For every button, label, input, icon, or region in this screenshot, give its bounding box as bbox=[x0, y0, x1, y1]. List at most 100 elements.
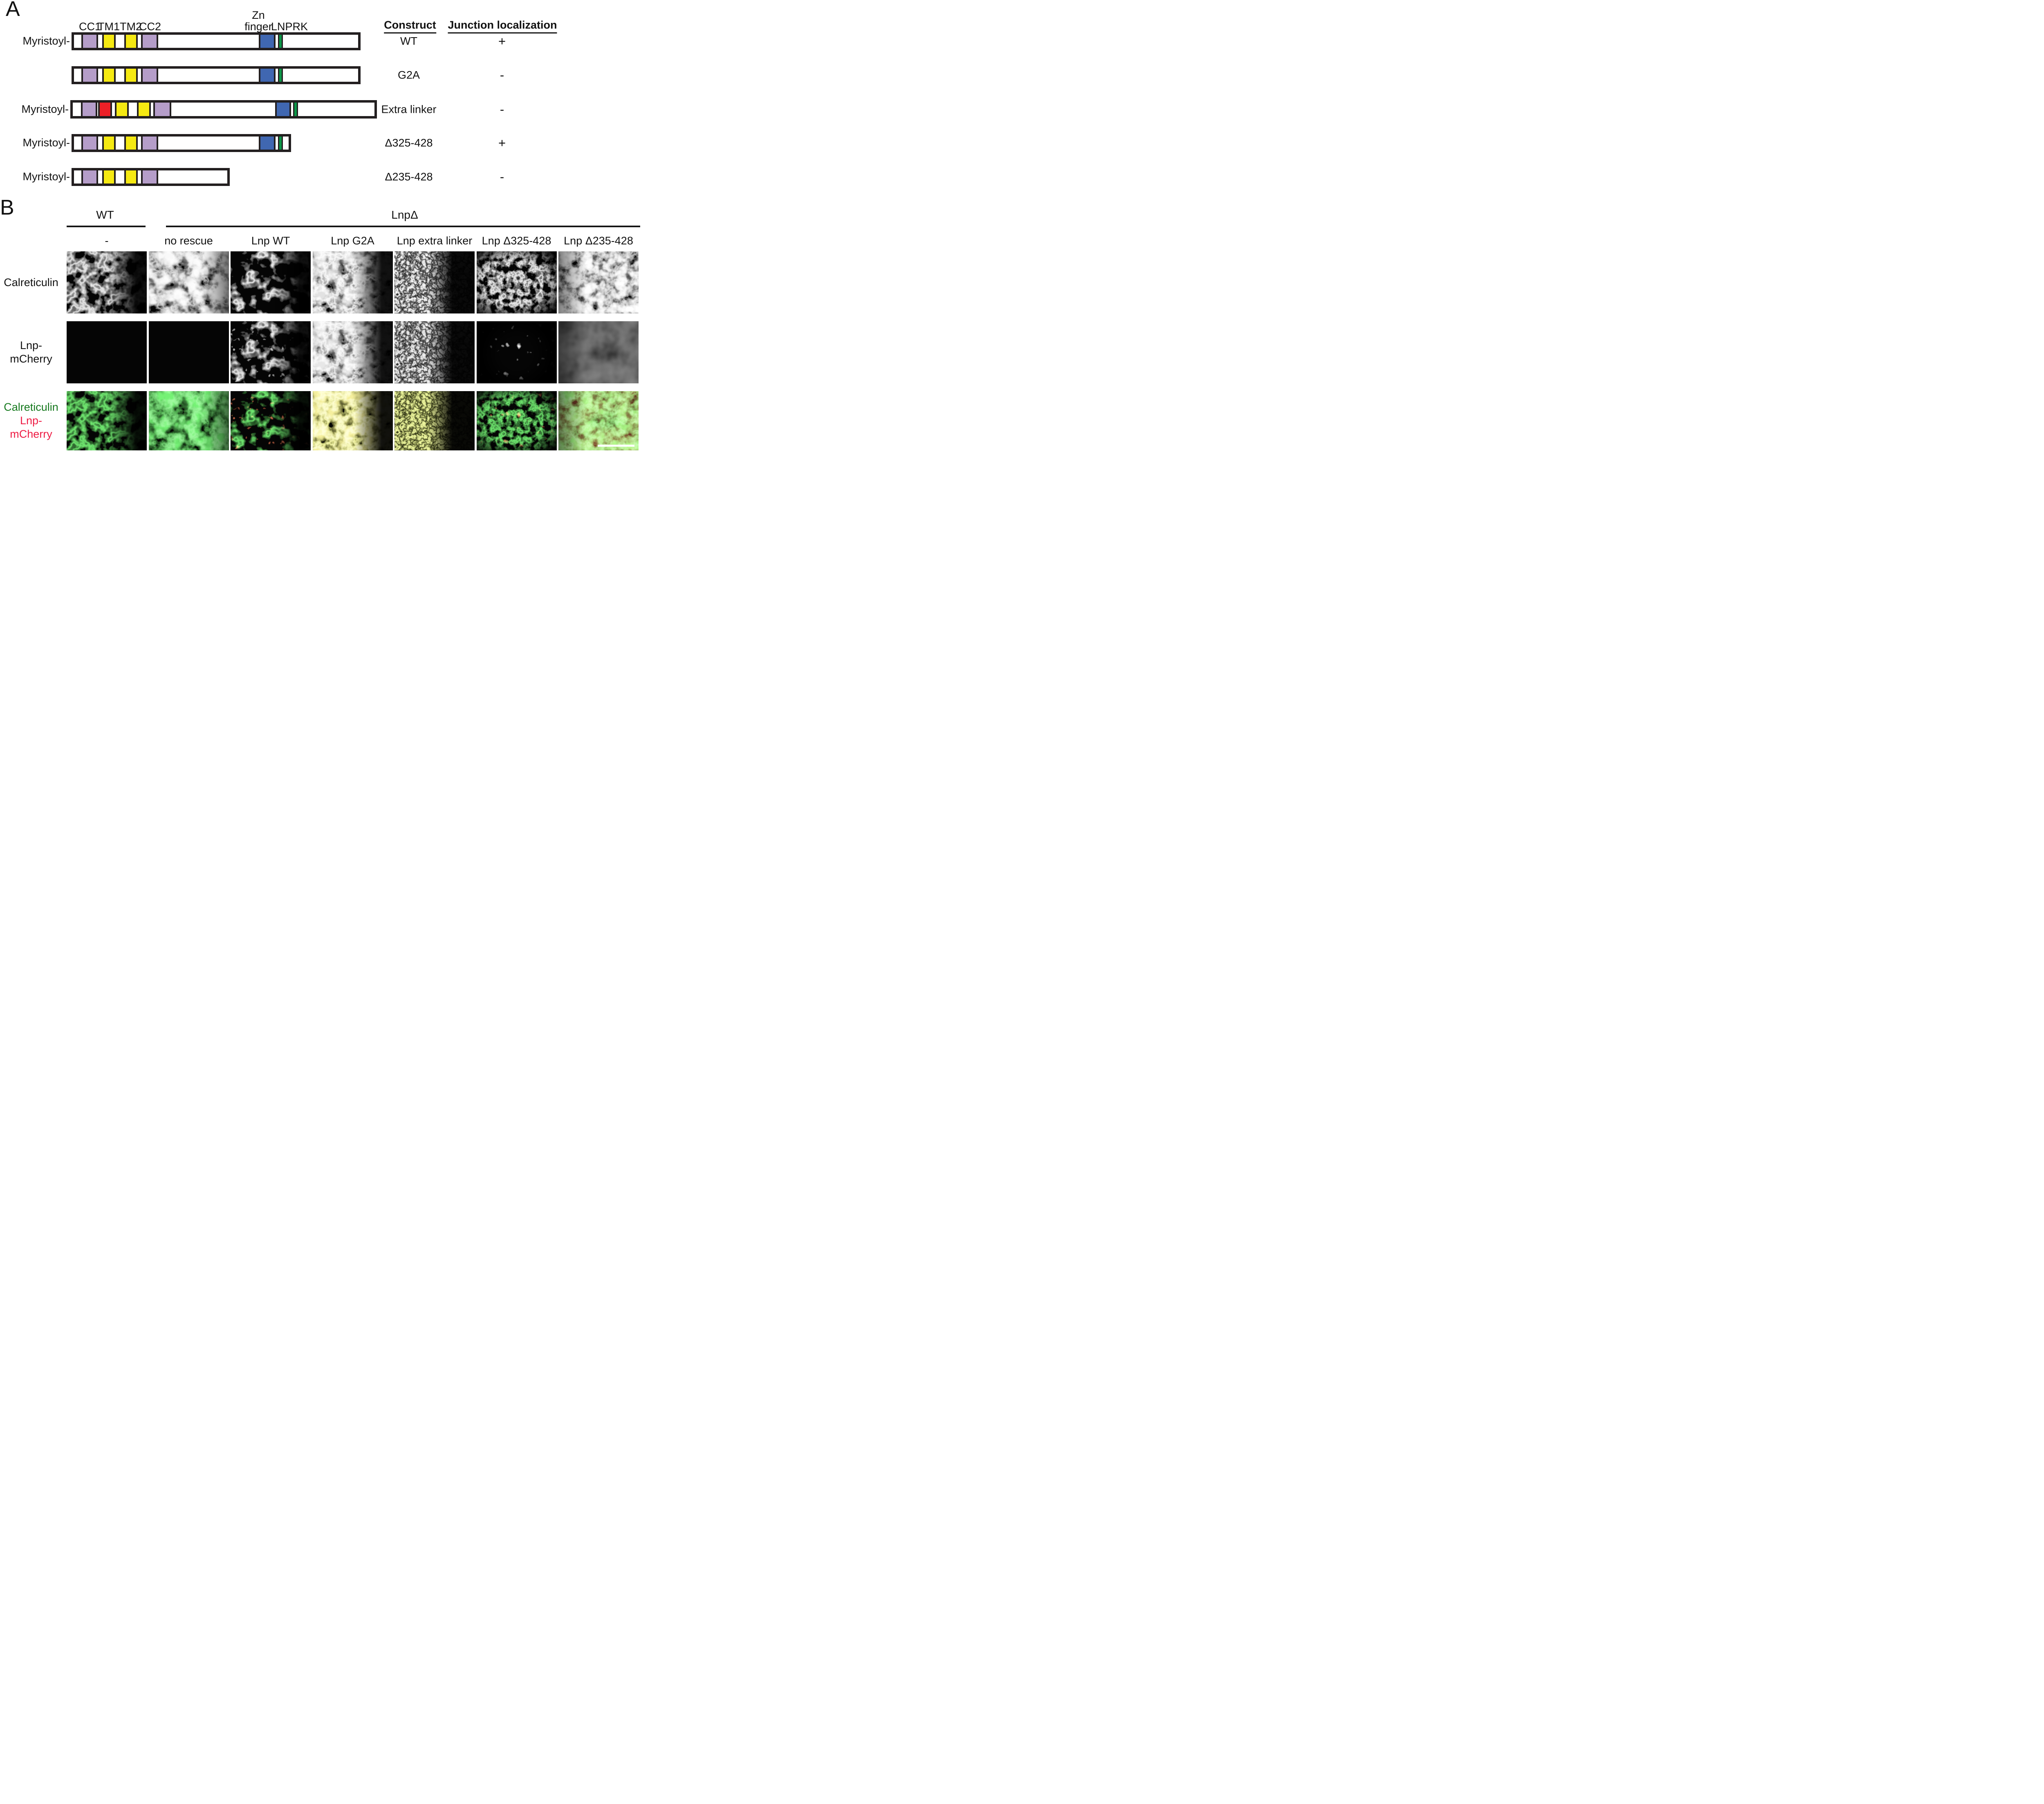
column-header: Lnp WT bbox=[251, 235, 290, 247]
image-vignette bbox=[67, 391, 147, 450]
micrograph bbox=[476, 251, 557, 313]
domain-box-purple bbox=[81, 69, 98, 82]
myristoyl-label: Myristoyl- bbox=[22, 137, 70, 149]
domain-box-blue bbox=[259, 35, 276, 48]
micrograph bbox=[312, 321, 393, 383]
micrograph bbox=[231, 321, 311, 383]
domain-box-green bbox=[278, 69, 283, 82]
domain-box-purple bbox=[141, 137, 158, 150]
micrograph bbox=[394, 321, 475, 383]
micrograph bbox=[231, 251, 311, 313]
domain-box-purple bbox=[81, 35, 98, 48]
micrograph-row-label: Calreticulin Lnp-mCherry bbox=[0, 401, 62, 441]
row-label-line: Calreticulin bbox=[4, 276, 58, 289]
domain-box-blue bbox=[259, 69, 276, 82]
column-header: Lnp extra linker bbox=[397, 235, 473, 247]
row-label-line: mCherry bbox=[10, 428, 52, 440]
panel-b-letter: B bbox=[0, 196, 14, 219]
domain-box-yellow bbox=[102, 35, 116, 48]
scale-bar bbox=[598, 445, 634, 447]
lnprk-label: LNPRK bbox=[271, 20, 308, 33]
construct-name: Δ235-428 bbox=[385, 170, 433, 183]
micrograph bbox=[67, 321, 147, 383]
domain-box-green bbox=[293, 103, 298, 116]
row-label-line: Lnp- bbox=[20, 414, 43, 427]
image-vignette bbox=[394, 321, 475, 383]
row-label-line: Lnp- bbox=[20, 339, 43, 351]
myristoyl-label: Myristoyl- bbox=[22, 35, 70, 47]
construct-bar bbox=[72, 66, 361, 84]
column-header: Lnp Δ325-428 bbox=[482, 235, 551, 247]
zn-finger-label-line2: finger bbox=[244, 20, 272, 33]
domain-label-tm2: TM2 bbox=[120, 20, 142, 33]
domain-box-yellow bbox=[124, 170, 138, 184]
figure-page: A CC1 TM1 TM2 CC2 Zn finger LNPRK Constr… bbox=[0, 0, 643, 451]
construct-name: Δ325-428 bbox=[385, 137, 433, 149]
construct-name: G2A bbox=[397, 69, 420, 81]
myristoyl-label: Myristoyl- bbox=[22, 170, 70, 183]
image-vignette bbox=[148, 251, 229, 313]
junction-localization-value: + bbox=[498, 34, 506, 48]
image-vignette bbox=[67, 251, 147, 313]
column-header: - bbox=[105, 235, 109, 247]
domain-box-yellow bbox=[102, 137, 116, 150]
domain-box-purple bbox=[81, 103, 97, 116]
domain-box-purple bbox=[81, 170, 98, 184]
micrograph bbox=[558, 321, 639, 383]
micrograph bbox=[67, 251, 147, 313]
micrograph-row-label: Lnp-mCherry bbox=[0, 339, 62, 366]
domain-box-yellow bbox=[124, 69, 138, 82]
micrograph bbox=[312, 391, 393, 450]
domain-box-green bbox=[278, 35, 283, 48]
image-vignette bbox=[312, 321, 393, 383]
group-underline-lnp-delta bbox=[166, 226, 640, 227]
domain-box-yellow bbox=[115, 103, 129, 116]
domain-box-purple bbox=[81, 137, 98, 150]
domain-box-purple bbox=[153, 103, 171, 116]
micrograph-texture bbox=[148, 321, 229, 383]
myristoyl-label: Myristoyl- bbox=[21, 103, 69, 115]
image-vignette bbox=[476, 391, 557, 450]
micrograph bbox=[394, 391, 475, 450]
micrograph bbox=[476, 391, 557, 450]
domain-box-blue bbox=[275, 103, 291, 116]
micrograph bbox=[148, 391, 229, 450]
group-label-wt: WT bbox=[96, 208, 114, 221]
domain-box-purple bbox=[141, 170, 158, 184]
domain-box-yellow bbox=[102, 170, 116, 184]
image-vignette bbox=[394, 251, 475, 313]
micrograph bbox=[312, 251, 393, 313]
domain-label-cc2: CC2 bbox=[139, 20, 161, 33]
image-vignette bbox=[312, 251, 393, 313]
image-vignette bbox=[558, 391, 639, 450]
group-underline-wt bbox=[67, 226, 146, 227]
image-vignette bbox=[312, 391, 393, 450]
micrograph bbox=[558, 251, 639, 313]
construct-name: Extra linker bbox=[381, 103, 437, 115]
micrograph bbox=[148, 321, 229, 383]
construct-bar bbox=[72, 32, 361, 50]
domain-label-tm1: TM1 bbox=[98, 20, 120, 33]
row-label-line: Calreticulin bbox=[4, 401, 58, 413]
row-label-line: mCherry bbox=[10, 353, 52, 365]
image-vignette bbox=[148, 391, 229, 450]
table-header-junction-localization: Junction localization bbox=[448, 19, 557, 34]
image-vignette bbox=[231, 251, 311, 313]
domain-label-cc1: CC1 bbox=[78, 20, 101, 33]
image-vignette bbox=[558, 321, 639, 383]
image-vignette bbox=[231, 391, 311, 450]
domain-box-yellow bbox=[102, 69, 116, 82]
micrograph bbox=[148, 251, 229, 313]
group-label-lnp-delta: LnpΔ bbox=[391, 208, 418, 221]
column-header: Lnp Δ235-428 bbox=[564, 235, 633, 247]
construct-bar bbox=[72, 168, 230, 186]
junction-localization-value: - bbox=[500, 102, 504, 116]
image-vignette bbox=[476, 321, 557, 383]
junction-localization-value: - bbox=[500, 68, 504, 82]
column-header: no rescue bbox=[164, 235, 213, 247]
image-vignette bbox=[394, 391, 475, 450]
domain-box-blue bbox=[259, 137, 276, 150]
domain-box-purple bbox=[141, 69, 158, 82]
domain-box-yellow bbox=[124, 137, 138, 150]
image-vignette bbox=[67, 321, 147, 383]
